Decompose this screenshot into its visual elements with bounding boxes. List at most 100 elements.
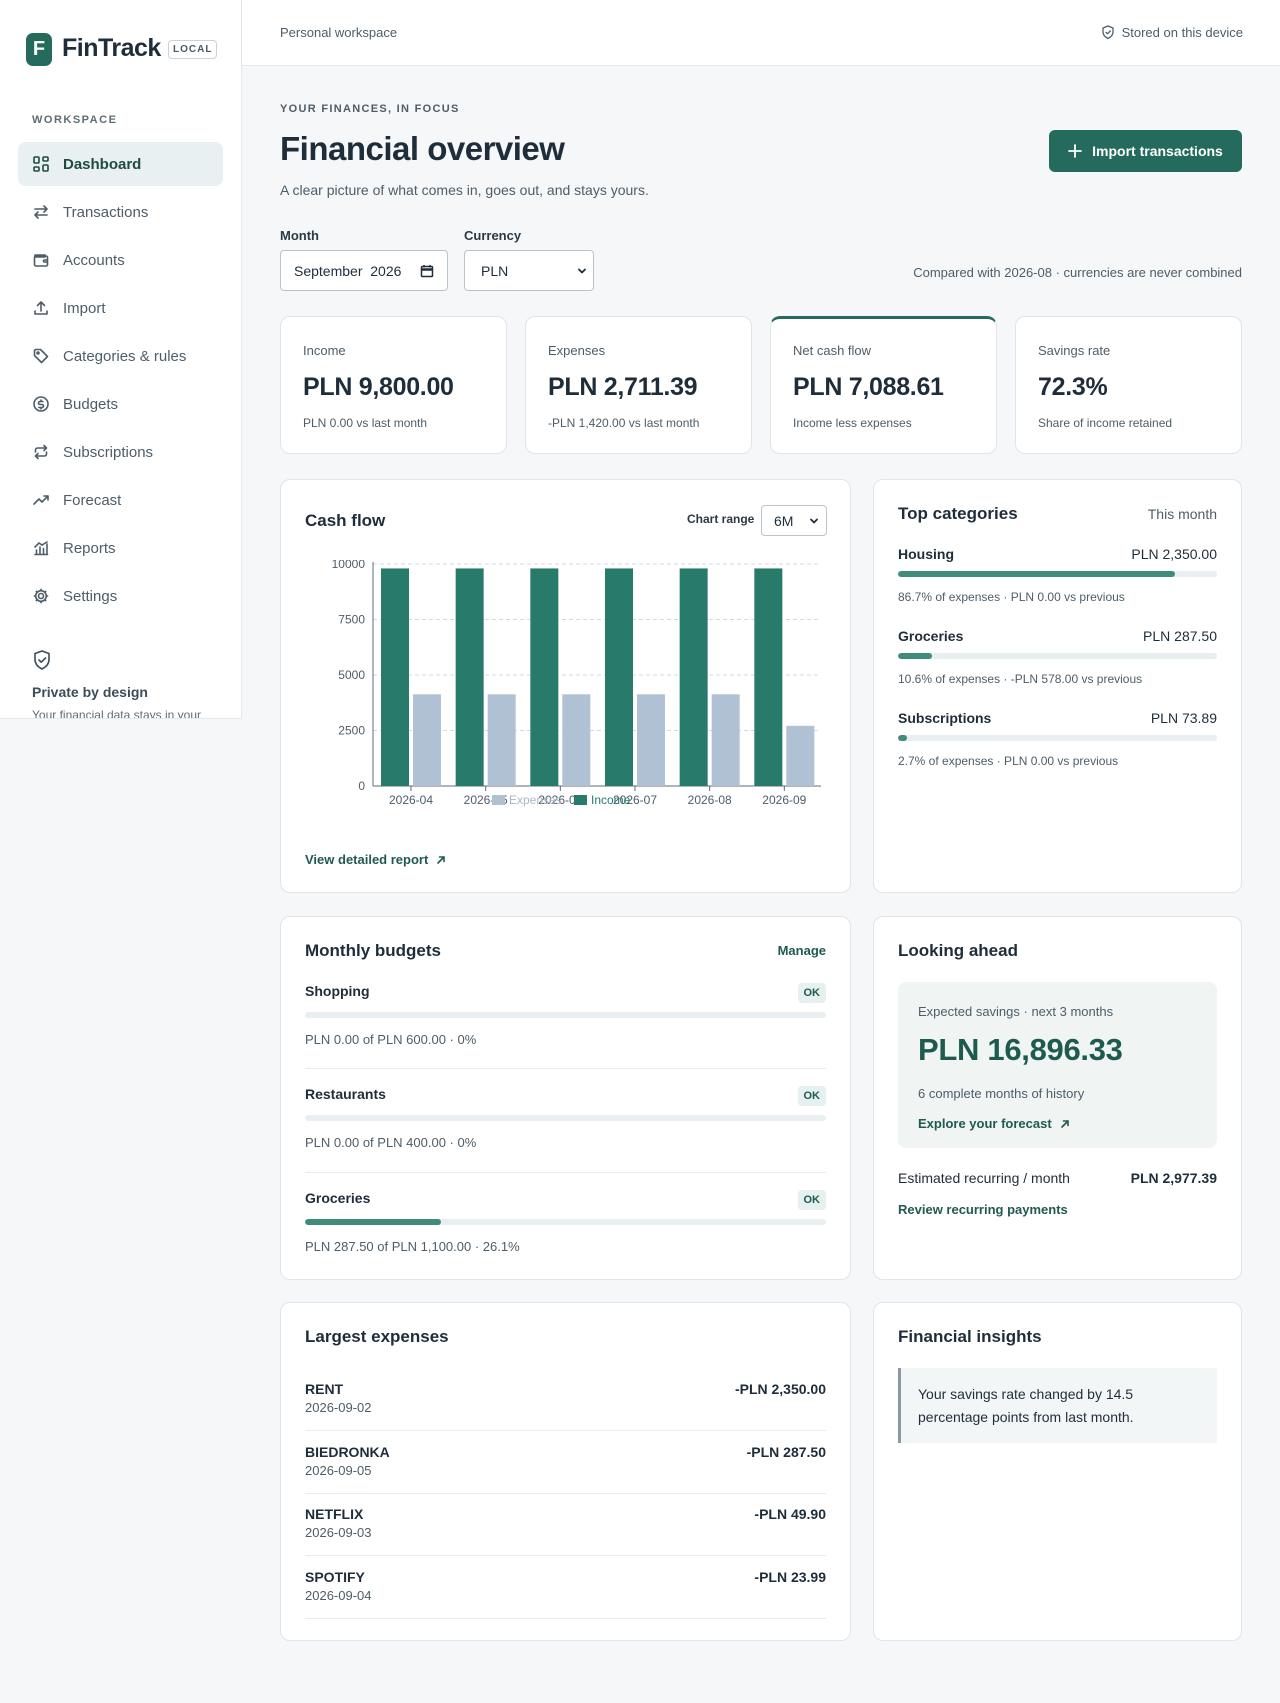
kpi-label: Income (303, 343, 346, 358)
currency-select[interactable]: PLN (464, 250, 594, 291)
shield-check-icon (1101, 25, 1114, 40)
logo-mark: F (26, 33, 52, 66)
financial-insights-title: Financial insights (898, 1327, 1042, 1346)
gear-icon (33, 588, 49, 604)
sidebar-item-categories[interactable]: Categories & rules (18, 334, 223, 378)
divider (305, 1068, 826, 1069)
category-amount: PLN 2,350.00 (1131, 546, 1217, 562)
kpi-note: -PLN 1,420.00 vs last month (548, 416, 700, 430)
kpi-label: Savings rate (1038, 343, 1111, 358)
x-tick-label: 2026-08 (688, 793, 732, 807)
divider (305, 1430, 826, 1431)
sidebar-item-forecast[interactable]: Forecast (18, 478, 223, 522)
month-value: September 2026 (294, 262, 402, 279)
financial-insights-card: Financial insights Your savings rate cha… (873, 1302, 1242, 1641)
manage-budgets-link[interactable]: Manage (777, 943, 826, 958)
grid-icon (33, 156, 49, 172)
insight-text: Your savings rate changed by 14.5 percen… (918, 1386, 1134, 1425)
sidebar-item-budgets[interactable]: Budgets (18, 382, 223, 426)
topbar: Personal workspace Stored on this device (242, 0, 1280, 66)
insight-callout: Your savings rate changed by 14.5 percen… (898, 1368, 1217, 1443)
expense-name: NETFLIX (305, 1506, 364, 1522)
x-tick-label: 2026-09 (762, 793, 806, 807)
sidebar-item-transactions[interactable]: Transactions (18, 190, 223, 234)
expense-date: 2026-09-05 (305, 1463, 372, 1478)
budget-note: PLN 0.00 of PLN 400.00 · 0% (305, 1135, 477, 1150)
sidebar-item-label: Settings (63, 587, 118, 605)
income-bar (679, 568, 708, 786)
sidebar-item-label: Reports (63, 539, 116, 557)
sidebar-item-label: Subscriptions (63, 443, 154, 461)
category-bar (898, 735, 1217, 741)
y-tick-label: 2500 (338, 724, 365, 738)
review-recurring-link[interactable]: Review recurring payments (898, 1202, 1068, 1217)
workspace-name: Personal workspace (280, 25, 398, 40)
x-tick-label: 2026-07 (613, 793, 657, 807)
storage-text: Stored on this device (1121, 25, 1243, 40)
kpi-value: PLN 7,088.61 (793, 373, 944, 401)
history-note: 6 complete months of history (918, 1086, 1085, 1101)
income-bar (381, 568, 409, 786)
kpi-card-income: Income PLN 9,800.00 PLN 0.00 vs last mon… (280, 316, 507, 454)
sidebar-item-label: Import (63, 299, 106, 317)
category-bar (898, 653, 1217, 659)
calendar-icon (420, 264, 434, 277)
income-bar (605, 568, 633, 786)
y-tick-label: 7500 (338, 613, 365, 627)
sidebar-item-reports[interactable]: Reports (18, 526, 223, 570)
budget-name: Shopping (305, 983, 370, 999)
sidebar-item-accounts[interactable]: Accounts (18, 238, 223, 282)
month-label: Month (280, 228, 319, 243)
explore-forecast-link[interactable]: Explore your forecast (918, 1116, 1070, 1131)
arrow-up-right-icon (1060, 1119, 1069, 1128)
budget-bar (305, 1115, 826, 1121)
x-tick-label: 2026-04 (389, 793, 433, 807)
top-categories-title: Top categories (898, 504, 1018, 523)
expense-amount: -PLN 2,350.00 (734, 1381, 826, 1397)
report-link-label: View detailed report (305, 852, 429, 867)
category-note: 86.7% of expenses · PLN 0.00 vs previous (898, 590, 1125, 604)
chart-range-select[interactable]: 6M (761, 505, 827, 536)
sidebar-item-import[interactable]: Import (18, 286, 223, 330)
sidebar-item-settings[interactable]: Settings (18, 574, 223, 618)
category-amount: PLN 287.50 (1143, 628, 1217, 644)
top-categories-period: This month (1147, 506, 1217, 522)
month-picker[interactable]: September 2026 (280, 250, 448, 291)
view-detailed-report-link[interactable]: View detailed report (305, 852, 446, 867)
import-transactions-button[interactable]: Import transactions (1049, 130, 1242, 172)
plus-icon (1068, 144, 1083, 158)
status-badge: OK (797, 1190, 826, 1210)
monthly-budgets-title: Monthly budgets (305, 941, 441, 960)
trend-up-icon (33, 495, 49, 505)
legend-label-income: Income (591, 793, 631, 807)
sidebar-item-label: Forecast (63, 491, 122, 509)
arrows-left-right-icon (34, 205, 48, 219)
chevron-down-icon (578, 268, 586, 273)
page-subtitle: A clear picture of what comes in, goes o… (280, 182, 649, 198)
category-name: Subscriptions (898, 710, 992, 726)
expenses-bar (413, 694, 441, 786)
expenses-bar (562, 694, 591, 786)
expenses-bar (487, 694, 516, 786)
bar-chart-icon (34, 541, 49, 556)
expense-amount: -PLN 49.90 (754, 1506, 826, 1522)
expenses-bar (637, 694, 665, 786)
sidebar-item-label: Transactions (63, 203, 149, 221)
legend-swatch-expenses (492, 795, 505, 805)
expenses-bar (786, 725, 815, 786)
storage-indicator: Stored on this device (1101, 25, 1243, 40)
divider (305, 1493, 826, 1494)
kpi-value: PLN 9,800.00 (303, 373, 454, 401)
repeat-icon (34, 444, 48, 460)
divider (305, 1618, 826, 1619)
sidebar-item-dashboard[interactable]: Dashboard (18, 142, 223, 186)
sidebar-item-label: Categories & rules (63, 347, 187, 365)
expense-name: BIEDRONKA (305, 1444, 390, 1460)
status-badge: OK (797, 1086, 826, 1106)
looking-ahead-title: Looking ahead (898, 941, 1018, 960)
sidebar-item-subscriptions[interactable]: Subscriptions (18, 430, 223, 474)
import-button-label: Import transactions (1092, 143, 1223, 159)
top-categories-card: Top categories This month Housing PLN 2,… (873, 479, 1242, 893)
y-tick-label: 10000 (332, 560, 366, 571)
